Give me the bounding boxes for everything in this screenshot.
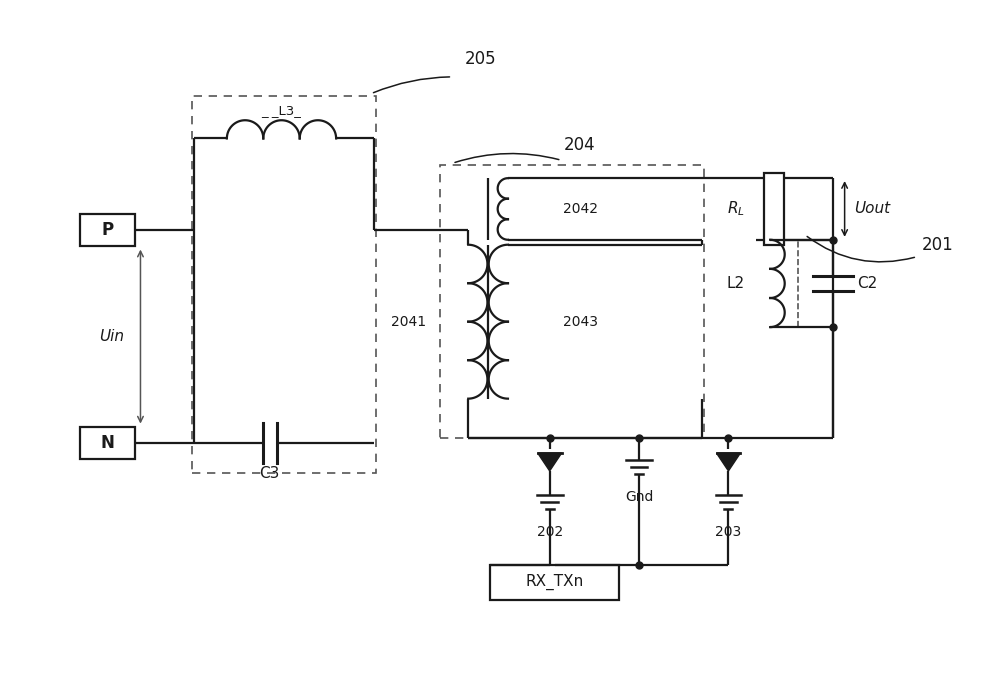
Text: Uout: Uout [855,202,891,216]
Bar [440,165,704,438]
Text: 2042: 2042 [563,202,598,216]
Text: Gnd: Gnd [625,490,653,504]
Text: _ _L3_: _ _L3_ [262,103,301,117]
FancyArrowPatch shape [455,154,559,163]
Text: 2041: 2041 [391,315,427,329]
Text: N: N [101,434,115,452]
Text: L2: L2 [726,276,744,291]
Bar [80,214,135,246]
Text: 204: 204 [564,136,595,154]
Bar [764,173,784,245]
Polygon shape [538,453,562,471]
Text: 2043: 2043 [563,315,598,329]
Text: 201: 201 [922,236,954,253]
Text: 202: 202 [537,525,563,539]
Text: C3: C3 [259,466,280,481]
Text: 203: 203 [715,525,742,539]
Bar [80,427,135,459]
FancyArrowPatch shape [373,77,450,93]
Text: RX_TXn: RX_TXn [525,574,584,591]
Text: C2: C2 [858,276,878,291]
Bar [192,96,376,473]
Text: $R_L$: $R_L$ [727,200,745,218]
Text: Uin: Uin [100,329,125,344]
Text: P: P [102,221,114,239]
Text: 205: 205 [464,50,496,68]
Polygon shape [717,453,740,471]
Bar [490,565,619,600]
FancyArrowPatch shape [807,237,914,262]
